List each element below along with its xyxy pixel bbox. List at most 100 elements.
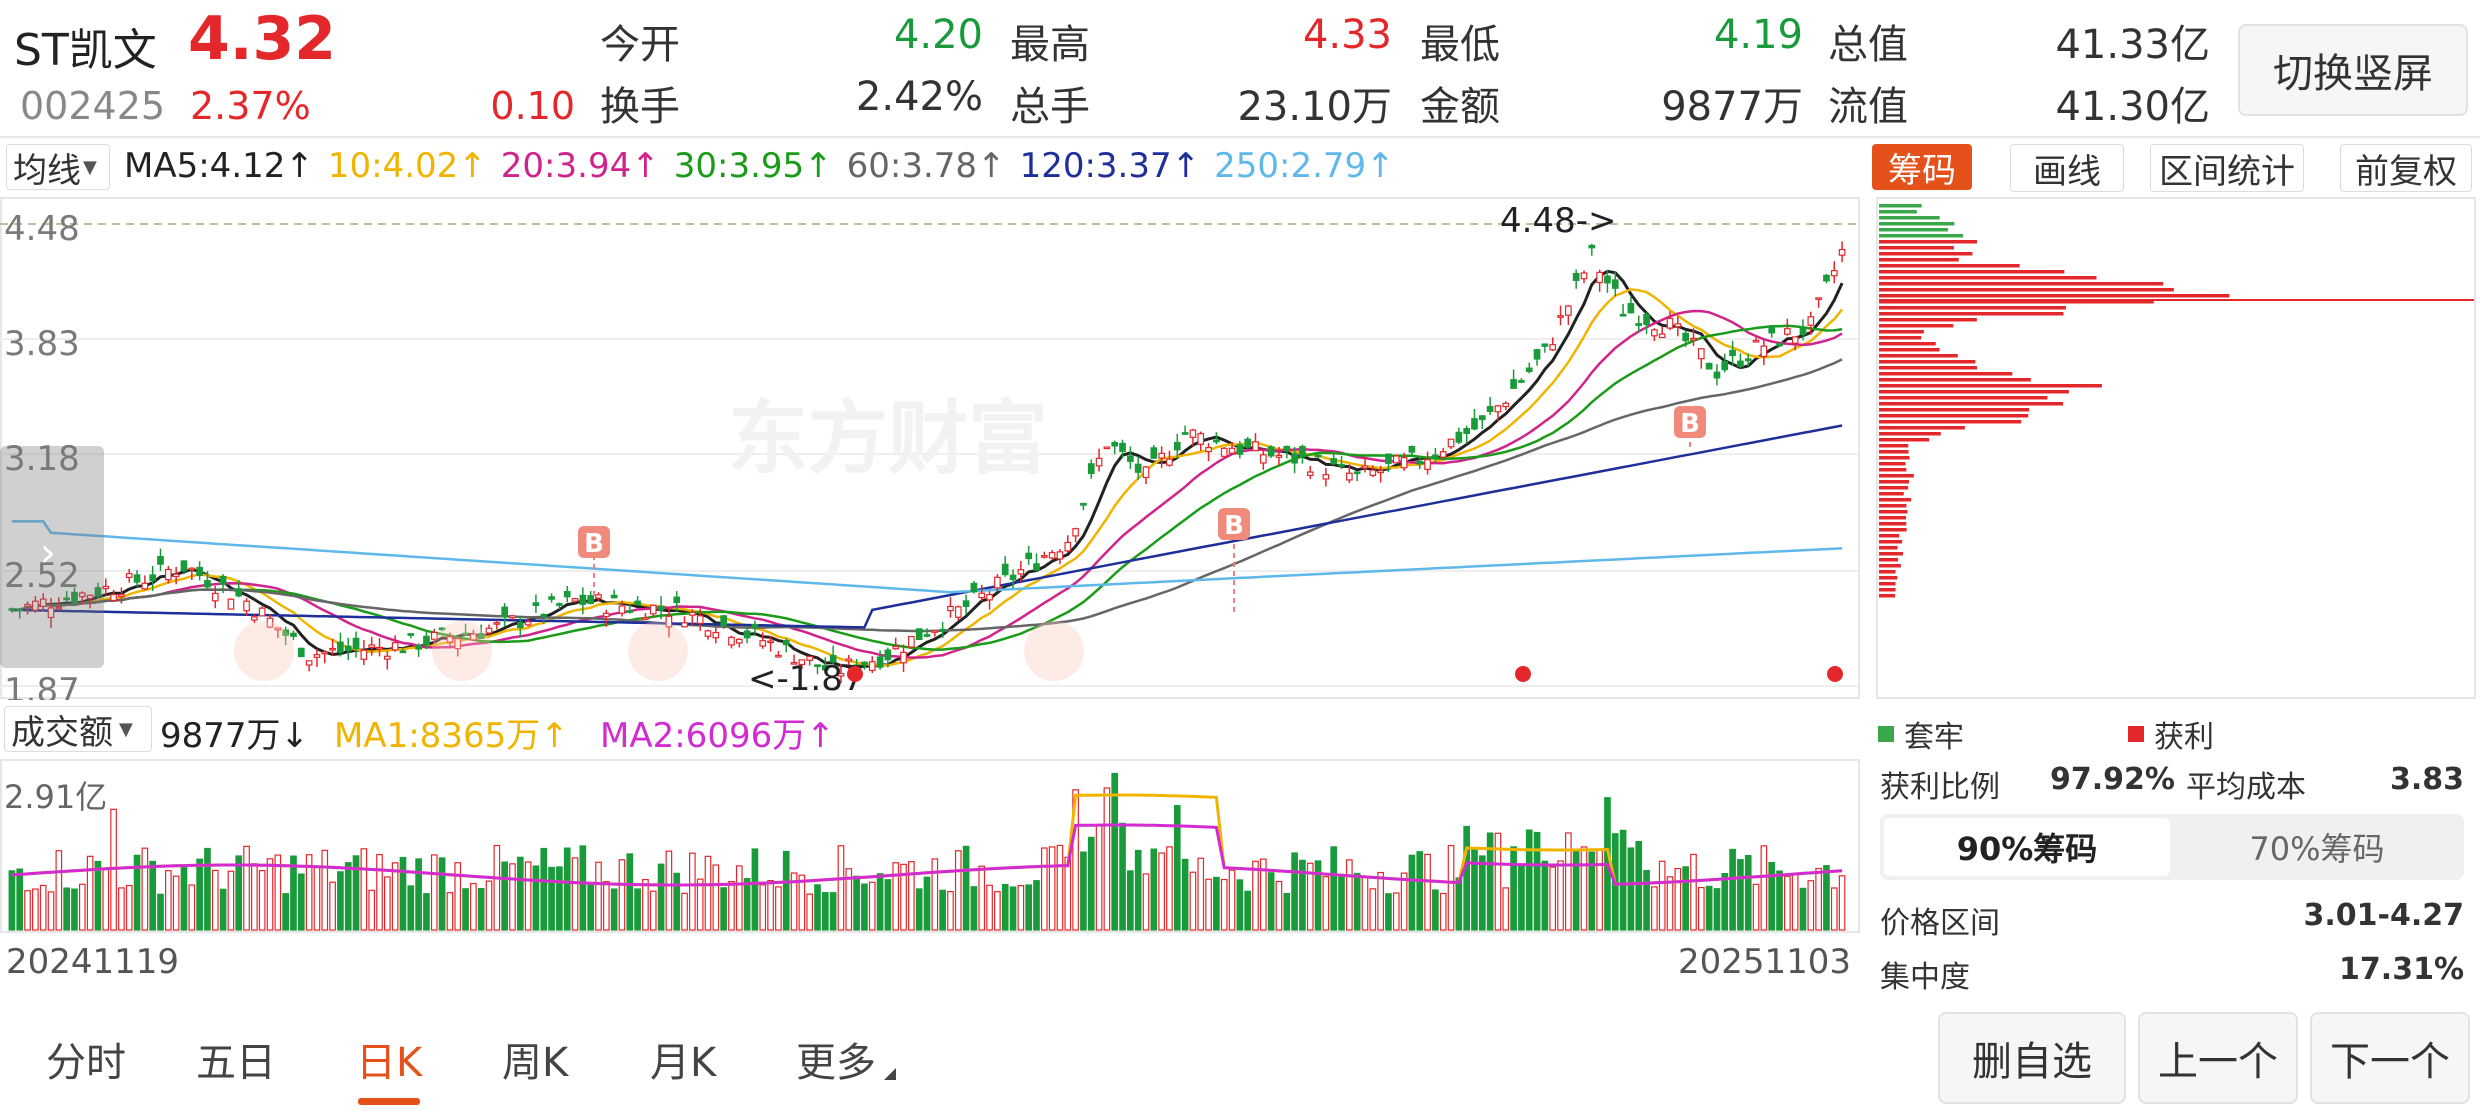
tab-right-0[interactable]: 筹码 bbox=[1872, 144, 1972, 191]
legend-loss: 套牢 bbox=[1878, 712, 1964, 756]
candle bbox=[751, 623, 759, 629]
chip-bar bbox=[1879, 372, 2013, 376]
candle bbox=[712, 631, 720, 639]
candle bbox=[227, 598, 235, 610]
volume-bar bbox=[102, 869, 110, 931]
volume-bar bbox=[1064, 856, 1072, 931]
kline-chart[interactable]: 东方财富 4.48-> <-1.87 B B B 4.48 3.83 3.18 2.52 1.8… bbox=[0, 196, 1862, 700]
volume-bar bbox=[1721, 872, 1729, 931]
chip-bar bbox=[1879, 588, 1896, 592]
candle bbox=[1697, 348, 1705, 360]
candle bbox=[1213, 439, 1220, 443]
previous-button[interactable]: 上一个 bbox=[2138, 1012, 2298, 1104]
volume-bar bbox=[1572, 849, 1580, 931]
active-tab-underline bbox=[358, 1098, 420, 1105]
tab-right-1[interactable]: 画线 bbox=[2010, 144, 2124, 192]
candle bbox=[962, 600, 970, 607]
tab-chip-90[interactable]: 90%筹码 bbox=[1884, 818, 2170, 876]
volume-bar bbox=[1439, 892, 1447, 931]
candle bbox=[1518, 380, 1525, 383]
candle bbox=[556, 603, 563, 606]
volume-bar bbox=[1697, 886, 1705, 931]
candle bbox=[1189, 429, 1197, 438]
volume-bar bbox=[1259, 858, 1267, 931]
candle bbox=[1377, 470, 1384, 474]
volume-bar bbox=[251, 863, 258, 931]
candle bbox=[1760, 345, 1768, 358]
chip-bar bbox=[1879, 360, 1976, 364]
candle bbox=[1424, 459, 1431, 470]
switch-portrait-button[interactable]: 切换竖屏 bbox=[2238, 24, 2468, 116]
candle bbox=[1009, 574, 1017, 581]
candle bbox=[383, 655, 391, 660]
volume-selector[interactable]: 成交额 ▼ bbox=[4, 706, 152, 753]
period-tab-1[interactable]: 五日 bbox=[196, 1040, 276, 1086]
candle bbox=[1299, 445, 1306, 457]
candle bbox=[352, 637, 360, 650]
candle bbox=[798, 659, 806, 666]
candle bbox=[423, 635, 430, 646]
tab-right-2[interactable]: 区间统计 bbox=[2150, 144, 2304, 192]
volume-bar bbox=[767, 879, 774, 931]
volume-bar bbox=[172, 875, 180, 931]
avg-cost-value: 3.83 bbox=[2389, 762, 2464, 797]
profit-ratio-value: 97.92% bbox=[2050, 762, 2175, 797]
candle bbox=[110, 594, 117, 602]
volume-bar bbox=[430, 854, 438, 931]
legend-loss-swatch bbox=[1878, 726, 1894, 742]
candle bbox=[1690, 337, 1697, 341]
ma-item-6: 250:2.79↑ bbox=[1214, 146, 1395, 186]
stat-label-7: 流值 bbox=[1828, 84, 1908, 130]
candle bbox=[485, 627, 493, 634]
volume-bar bbox=[47, 891, 55, 931]
candle bbox=[548, 596, 555, 600]
volume-bar bbox=[602, 881, 610, 931]
period-tab-4[interactable]: 月K bbox=[650, 1040, 717, 1086]
volume-bar bbox=[1744, 854, 1752, 931]
volume-bar bbox=[1080, 851, 1087, 931]
candle bbox=[71, 591, 78, 604]
volume-bar bbox=[1627, 847, 1635, 931]
volume-bar bbox=[868, 881, 876, 931]
ma-selector[interactable]: 均线 ▼ bbox=[6, 144, 110, 191]
volume-bar bbox=[1103, 787, 1111, 931]
tab-chip-70[interactable]: 70%筹码 bbox=[2249, 830, 2385, 868]
candle bbox=[125, 573, 133, 578]
volume-bar bbox=[39, 884, 47, 931]
next-button[interactable]: 下一个 bbox=[2310, 1012, 2470, 1104]
period-tab-0[interactable]: 分时 bbox=[46, 1040, 126, 1086]
candle bbox=[681, 622, 688, 628]
volume-bar bbox=[900, 863, 907, 931]
volume-bar bbox=[1330, 846, 1338, 931]
delete-watchlist-button[interactable]: 删自选 bbox=[1938, 1012, 2126, 1104]
chip-bar bbox=[1879, 402, 2064, 406]
candle bbox=[493, 622, 501, 625]
y-axis-label-2: 3.18 bbox=[4, 439, 80, 479]
candle bbox=[1291, 453, 1298, 464]
candle bbox=[1643, 313, 1650, 326]
signal-b-icon bbox=[1674, 406, 1706, 438]
volume-bar bbox=[1447, 844, 1455, 931]
candle bbox=[94, 587, 102, 597]
volume-bar bbox=[407, 885, 415, 931]
candle bbox=[1392, 455, 1400, 464]
volume-bar bbox=[610, 888, 618, 931]
volume-bar bbox=[649, 890, 657, 931]
period-tab-5[interactable]: 更多 bbox=[796, 1040, 876, 1086]
candle bbox=[610, 594, 618, 599]
volume-ma-line bbox=[11, 823, 1843, 887]
chart-scroll-handle[interactable] bbox=[0, 446, 104, 668]
period-tab-3[interactable]: 周K bbox=[502, 1040, 569, 1086]
volume-bar bbox=[1150, 848, 1158, 931]
candle bbox=[1095, 457, 1103, 467]
volume-bar bbox=[775, 886, 782, 931]
stat-value-5: 23.10万 bbox=[1237, 84, 1392, 130]
volume-bar bbox=[1236, 879, 1244, 931]
volume-bar bbox=[1486, 832, 1494, 931]
period-tab-2[interactable]: 日K bbox=[356, 1040, 423, 1086]
volume-bar bbox=[532, 865, 540, 931]
volume-bar bbox=[1705, 885, 1713, 931]
volume-bar bbox=[1213, 876, 1220, 931]
tab-right-3[interactable]: 前复权 bbox=[2340, 144, 2472, 192]
candle bbox=[1439, 451, 1447, 458]
